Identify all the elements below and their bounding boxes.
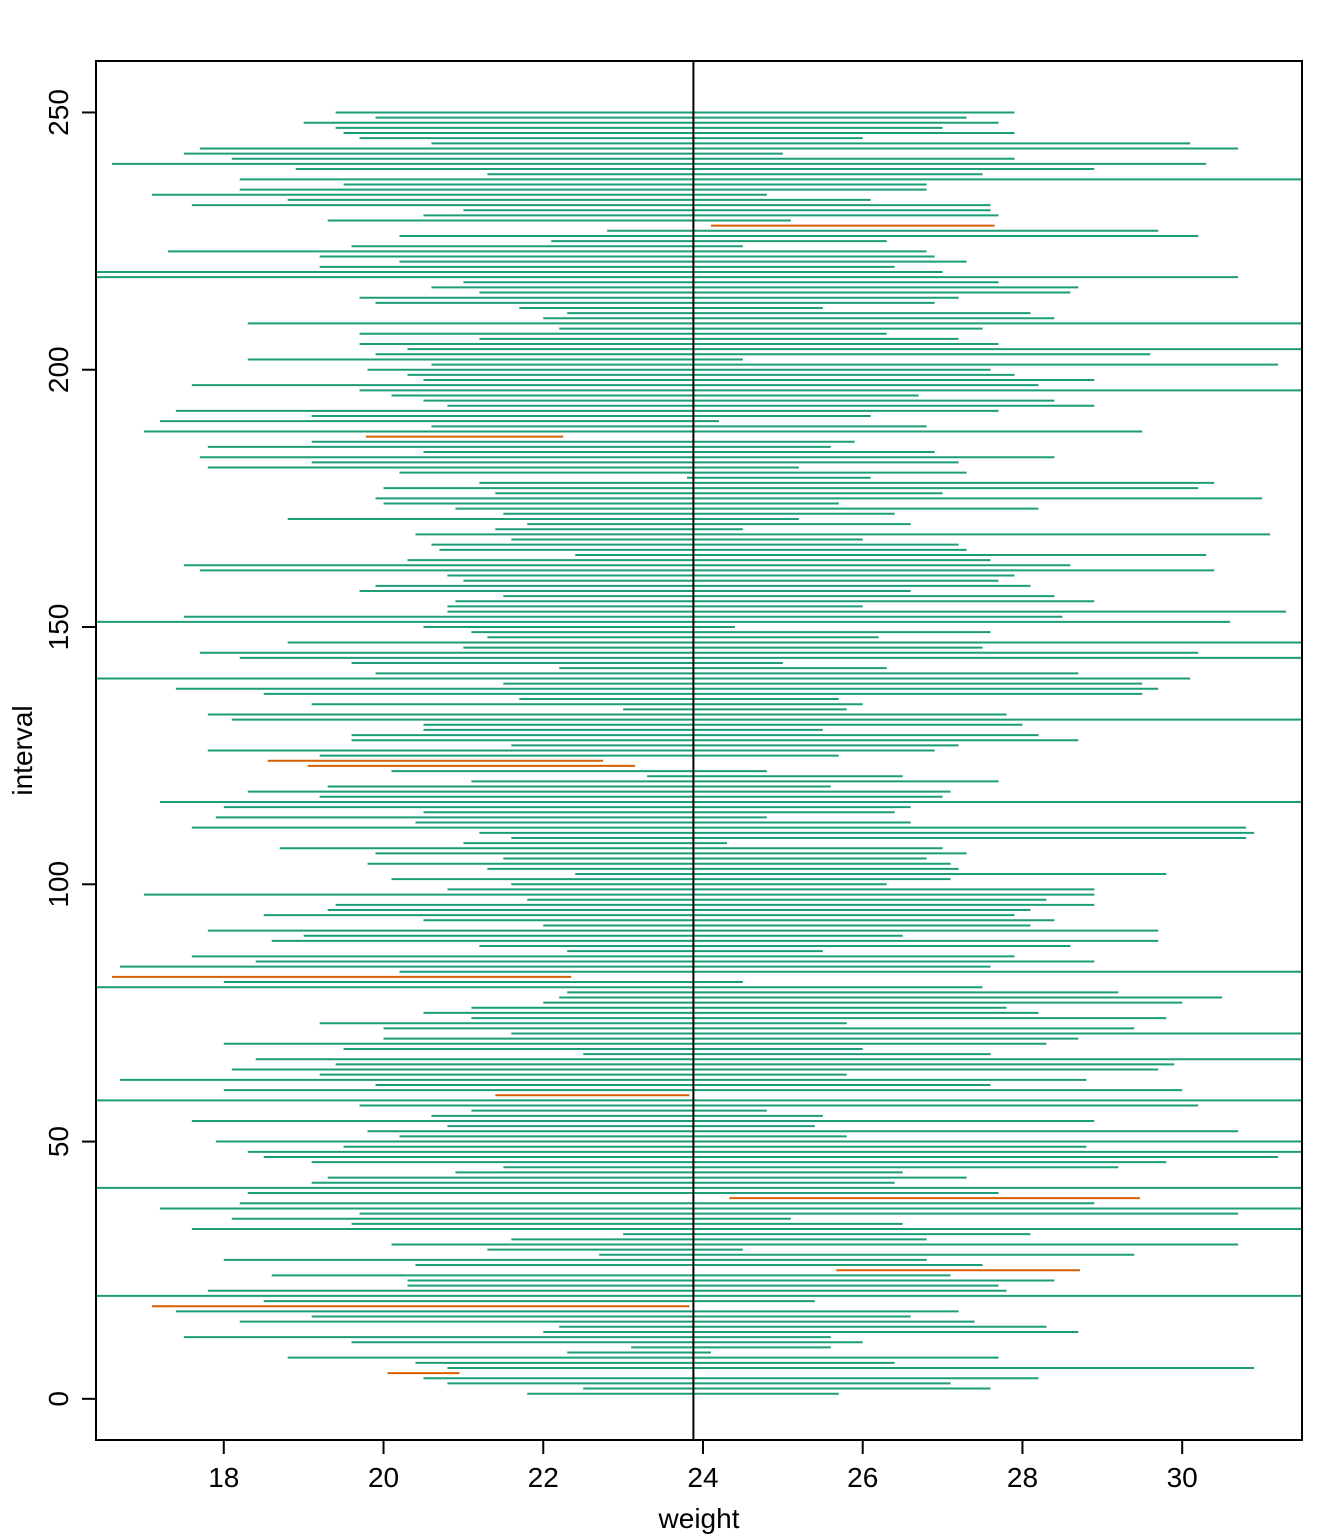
y-tick-label: 100 xyxy=(43,861,74,908)
x-tick-label: 20 xyxy=(368,1462,399,1493)
y-axis: 0 50 100 150 200 250 xyxy=(43,89,96,1407)
x-tick-label: 24 xyxy=(687,1462,718,1493)
x-tick-label: 28 xyxy=(1007,1462,1038,1493)
interval-segments xyxy=(96,111,1302,1395)
x-tick-label: 18 xyxy=(208,1462,239,1493)
y-tick-label: 50 xyxy=(43,1126,74,1157)
x-tick-label: 30 xyxy=(1167,1462,1198,1493)
y-axis-title: interval xyxy=(7,705,38,795)
y-tick-label: 200 xyxy=(43,346,74,393)
y-tick-label: 150 xyxy=(43,604,74,651)
y-tick-label: 250 xyxy=(43,89,74,136)
x-tick-label: 22 xyxy=(528,1462,559,1493)
x-axis-title: weight xyxy=(658,1503,740,1534)
plot-frame xyxy=(95,60,1303,1441)
y-tick-label: 0 xyxy=(43,1391,74,1407)
x-axis: 18 20 22 24 26 28 30 xyxy=(208,1440,1198,1493)
x-tick-label: 26 xyxy=(847,1462,878,1493)
